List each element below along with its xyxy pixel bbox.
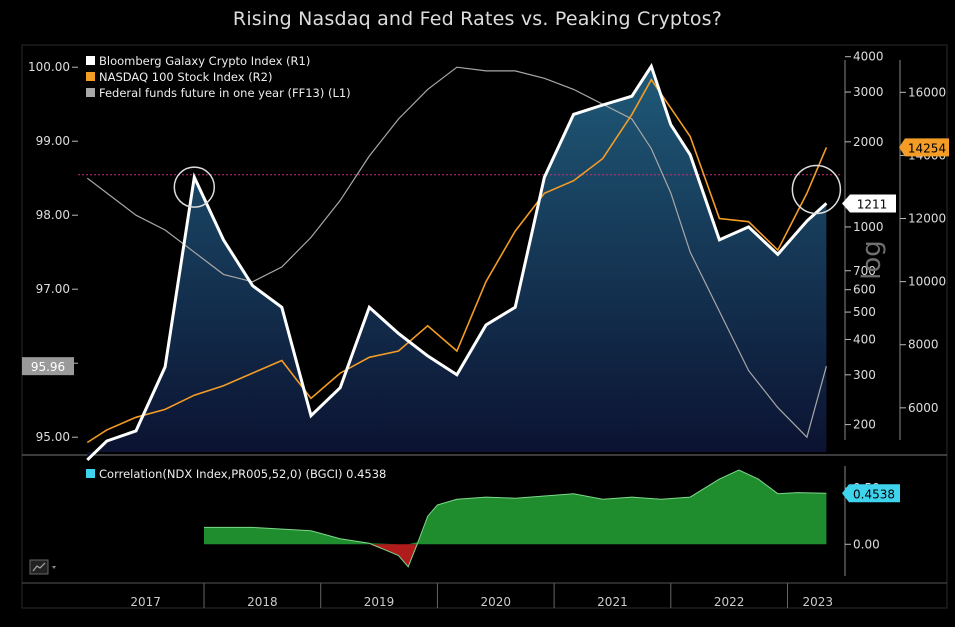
nasdaq-last-badge-bg — [899, 138, 949, 157]
x-tick-label: 2017 — [130, 595, 161, 609]
crypto-area-fill — [87, 66, 827, 460]
x-tick-label: 2022 — [714, 595, 745, 609]
chevron-down-icon — [52, 566, 56, 569]
x-tick-label: 2021 — [597, 595, 628, 609]
icon-glyph — [32, 562, 46, 572]
y-tick-label-r1: 500 — [853, 305, 876, 319]
legend-swatch — [86, 56, 95, 65]
y-tick-label-left: 98.00 — [36, 208, 70, 222]
correlation-badge-bg — [842, 484, 900, 503]
x-tick-label: 2023 — [802, 595, 833, 609]
peak-circle-2017 — [173, 166, 216, 208]
correlation-area-positive — [204, 470, 827, 545]
x-tick-label: 2018 — [247, 595, 278, 609]
y-tick-label-r2: 16000 — [908, 85, 946, 99]
y-tick-label-left: 95.00 — [36, 430, 70, 444]
correlation-badge: 0.4538 — [853, 487, 895, 501]
legend-label: Federal funds future in one year (FF13) … — [99, 86, 351, 100]
y-tick-label-r1: 3000 — [853, 85, 884, 99]
y-tick-label-r2: 10000 — [908, 275, 946, 289]
x-tick-label: 2020 — [480, 595, 511, 609]
y-tick-label-left: 100.00 — [28, 60, 70, 74]
correlation-line — [204, 469, 827, 568]
y-tick-label-r1: 200 — [853, 418, 876, 432]
legend-swatch — [86, 88, 95, 97]
legend-label: NASDAQ 100 Stock Index (R2) — [99, 70, 272, 84]
correlation-legend-label: Correlation(NDX Index,PR005,52,0) (BGCI)… — [99, 467, 386, 481]
y-tick-label-r2: 8000 — [908, 338, 939, 352]
fed-last-badge: 95.96 — [31, 360, 65, 374]
y-tick-label-r1: 600 — [853, 283, 876, 297]
y-tick-label-corr: 0.00 — [853, 537, 880, 551]
y-tick-label-left: 99.00 — [36, 134, 70, 148]
nasdaq-last-badge: 14254 — [908, 141, 946, 155]
y-tick-label-left: 97.00 — [36, 282, 70, 296]
crypto-last-badge: 1211 — [857, 197, 888, 211]
y-tick-label-r1: 4000 — [853, 50, 884, 64]
series-crypto-line — [86, 62, 828, 461]
y-tick-label-r1: 300 — [853, 368, 876, 382]
peak-circle-2023 — [791, 164, 842, 215]
y-tick-label-r1: 700 — [853, 264, 876, 278]
log-scale-watermark: log — [857, 240, 887, 280]
series-fedfunds-line — [86, 66, 827, 439]
y-tick-label-r1: 2000 — [853, 135, 884, 149]
fed-last-badge-bg — [22, 357, 74, 376]
y-tick-label-r1: 1000 — [853, 220, 884, 234]
correlation-legend-swatch — [86, 469, 95, 478]
x-tick-label: 2019 — [364, 595, 395, 609]
legend-swatch — [86, 72, 95, 81]
crypto-last-badge-bg — [842, 194, 896, 213]
series-nasdaq-line — [86, 78, 828, 444]
chart-title: Rising Nasdaq and Fed Rates vs. Peaking … — [232, 8, 723, 30]
legend-box — [80, 52, 408, 106]
y-tick-label-r1: 400 — [853, 332, 876, 346]
legend-label: Bloomberg Galaxy Crypto Index (R1) — [99, 54, 310, 68]
y-tick-label-r2: 12000 — [908, 212, 946, 226]
y-tick-label-r2: 6000 — [908, 401, 939, 415]
line-chart-icon[interactable] — [29, 559, 56, 575]
